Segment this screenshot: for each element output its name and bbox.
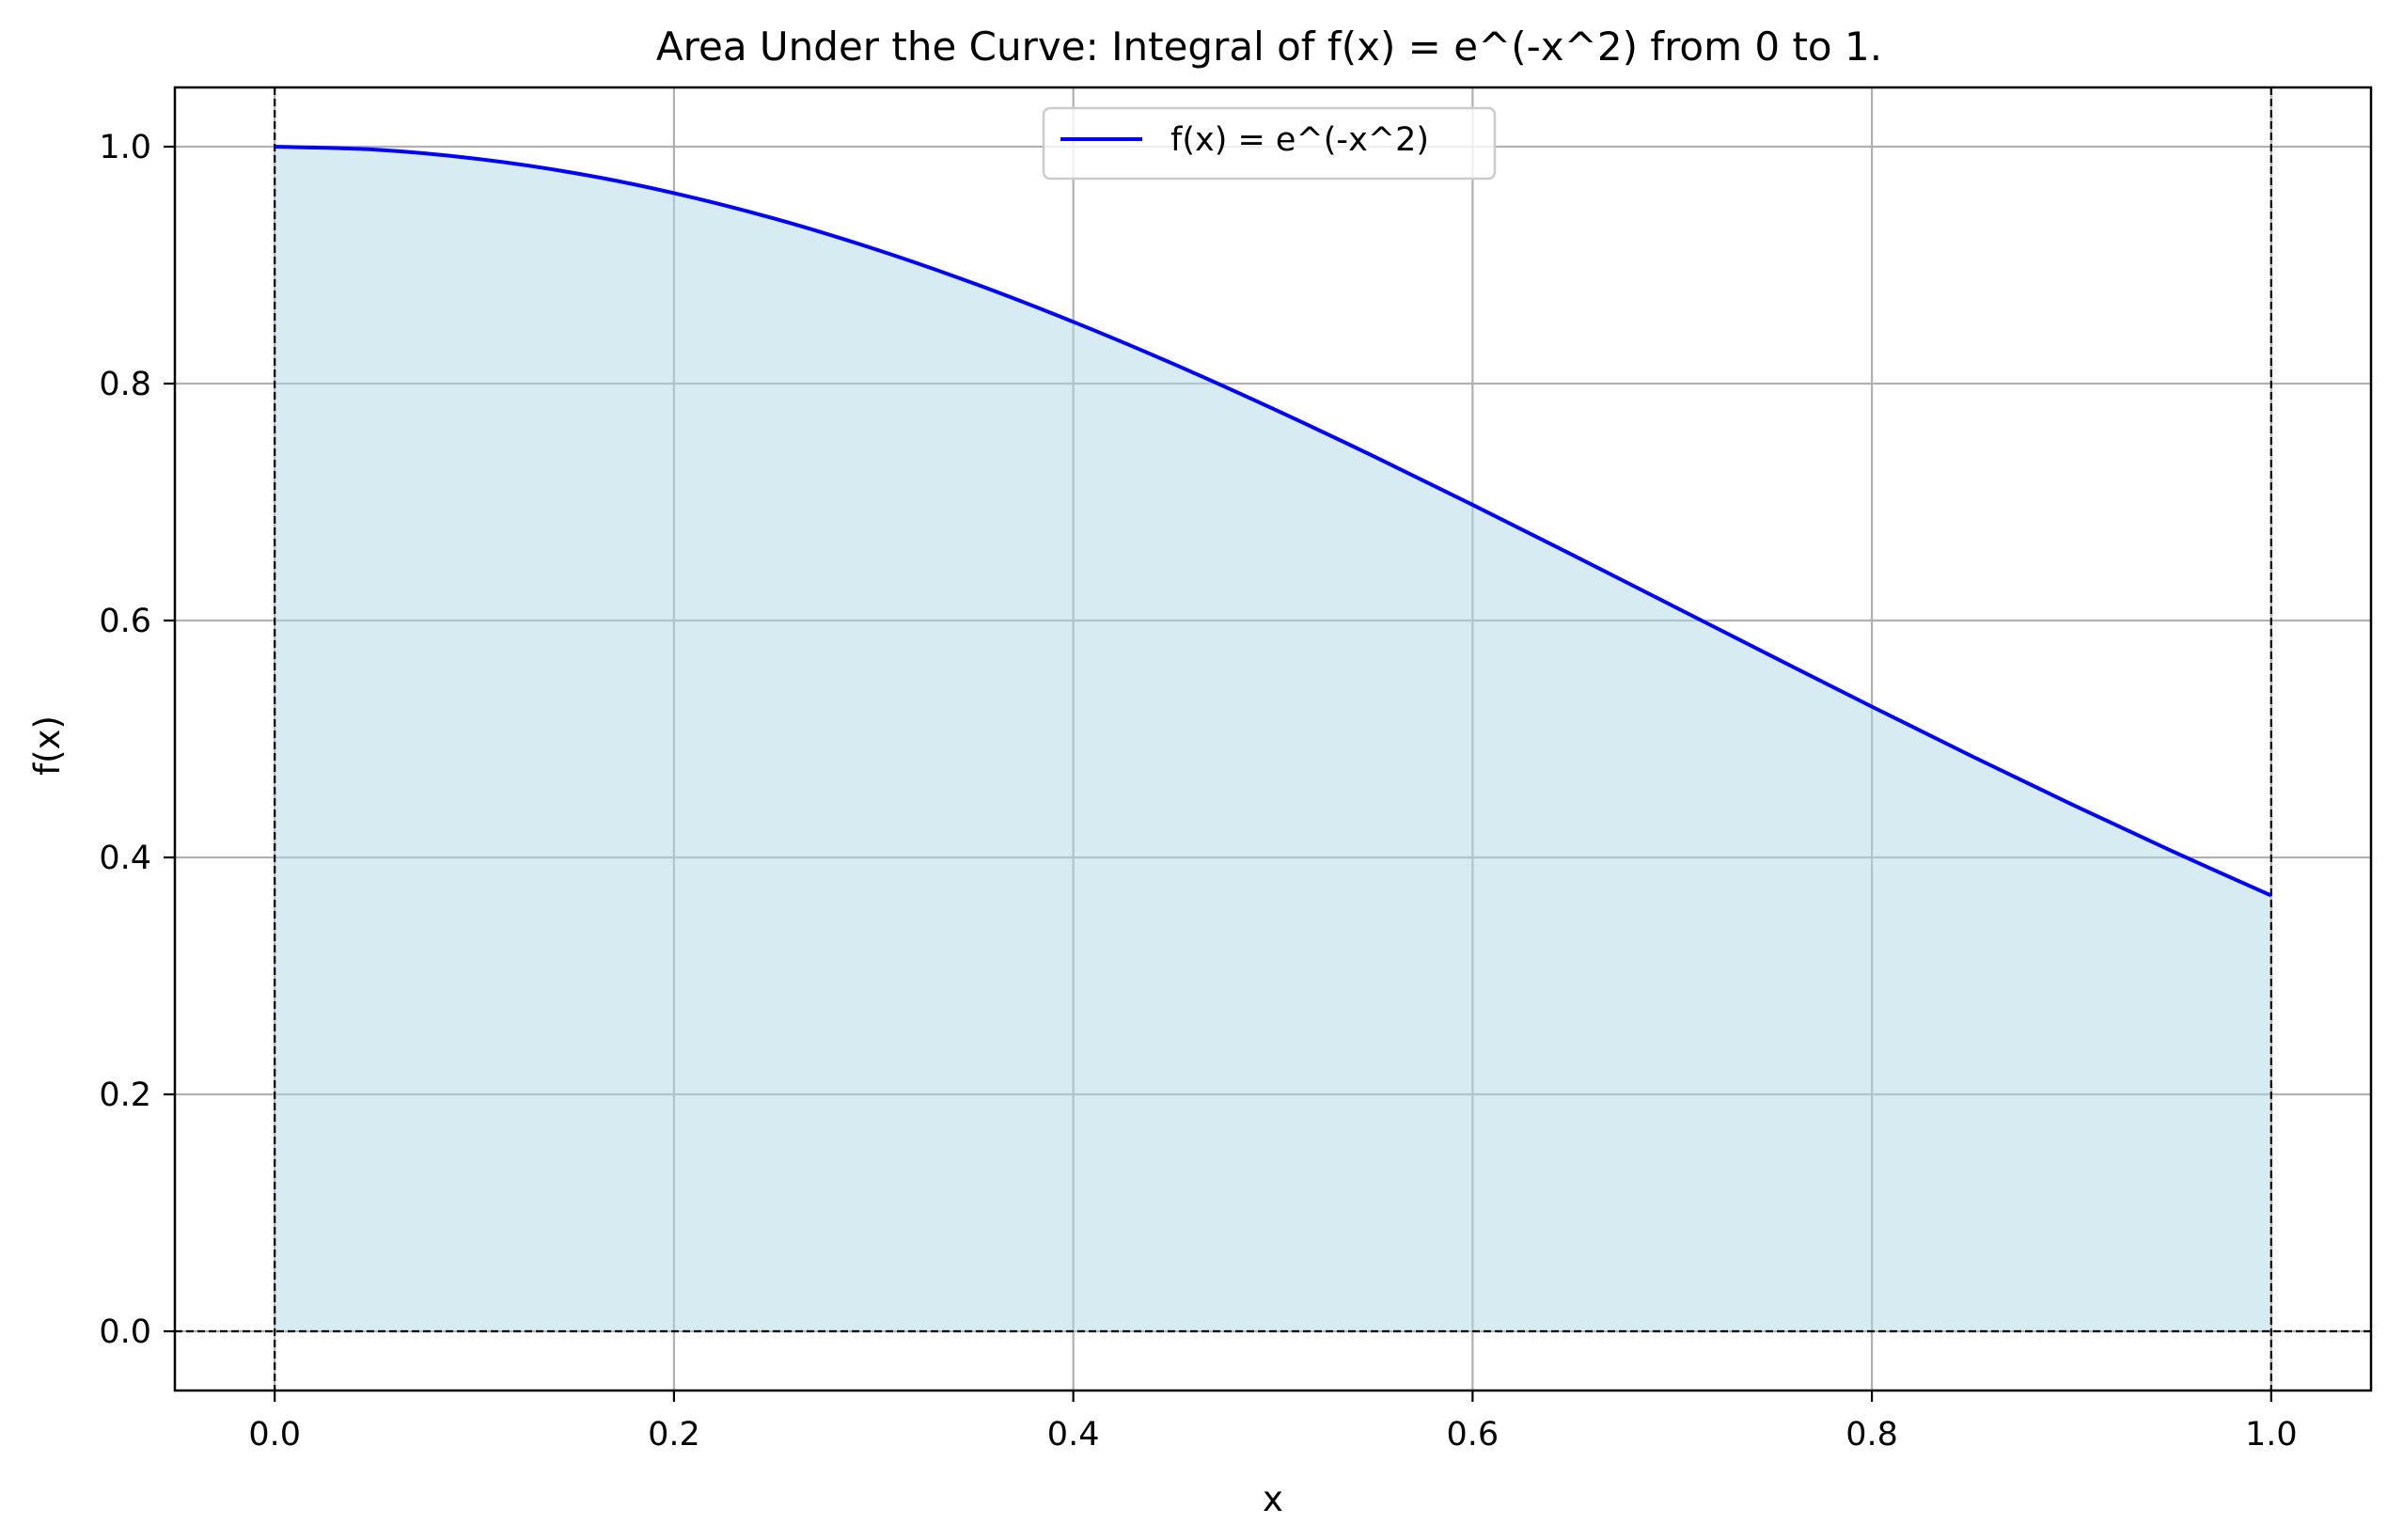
legend: f(x) = e^(-x^2) (1042, 106, 1497, 181)
y-tick-label: 0.4 (99, 840, 151, 877)
x-tick-label: 0.4 (1047, 1416, 1100, 1454)
reference-lines (175, 87, 2371, 1391)
y-tick-label: 0.8 (99, 366, 151, 403)
ticks-layer: 0.0 0.2 0.4 0.6 0.8 1.0 0.0 0.2 0.4 0.6 0.8 1.0 (99, 129, 2297, 1454)
x-tick-label: 0.8 (1845, 1416, 1898, 1454)
chart-title: Area Under the Curve: Integral of f(x) =… (656, 24, 1882, 70)
y-tick-label: 0.2 (99, 1076, 151, 1114)
x-tick-label: 1.0 (2245, 1416, 2298, 1454)
x-tick-label: 0.6 (1447, 1416, 1500, 1454)
plot-frame (173, 86, 2373, 1392)
series-line (275, 145, 2272, 898)
y-tick-label: 1.0 (99, 129, 151, 166)
area-under-curve (275, 147, 2271, 1331)
x-tick-label: 0.0 (248, 1416, 301, 1454)
x-tick-label: 0.2 (648, 1416, 700, 1454)
y-axis-label: f(x) (27, 715, 68, 776)
y-tick-label: 0.6 (99, 603, 151, 640)
y-tick-label: 0.0 (99, 1313, 151, 1351)
legend-box (1042, 106, 1497, 181)
x-axis-label: x (1263, 1479, 1283, 1519)
legend-label: f(x) = e^(-x^2) (1170, 121, 1429, 159)
